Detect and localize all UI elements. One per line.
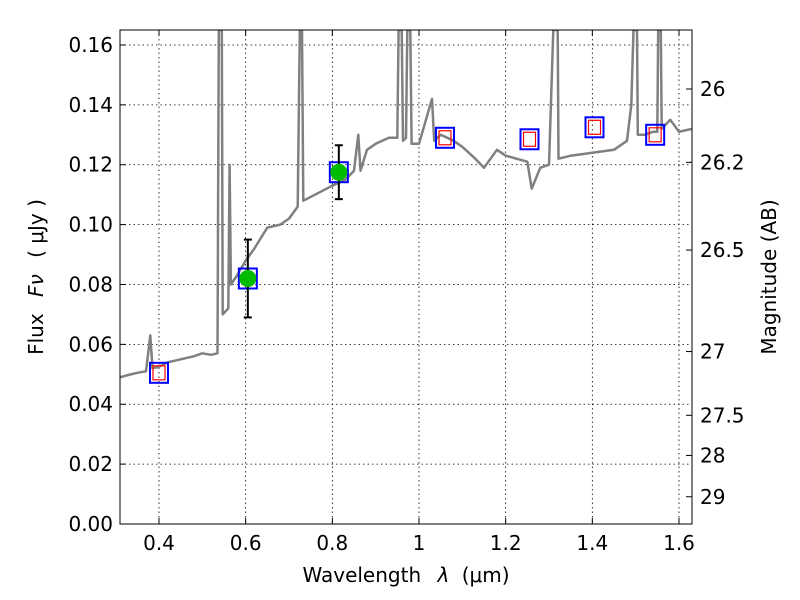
y-tick-label: 0.00	[68, 512, 113, 536]
upper-limit-square	[587, 119, 602, 135]
y-tick-label: 0.08	[68, 272, 113, 296]
y-tick-label: 0.16	[68, 33, 113, 57]
y2-tick-label: 27.5	[700, 403, 745, 427]
upper-limit-square	[522, 131, 537, 147]
y-axis-label: Flux	[24, 313, 48, 355]
model-band-square	[519, 128, 540, 151]
y-axis-right: 26 26.2 26.5 27 27.5 28 29	[686, 77, 745, 509]
y2-tick-label: 26.2	[700, 150, 745, 174]
x-tick-label: 1.6	[663, 531, 695, 555]
model-band-square	[435, 126, 455, 149]
x-tick-label: 1.4	[576, 531, 608, 555]
y-axis-label-units: ( μJy )	[24, 199, 48, 258]
model-band-square	[645, 123, 666, 146]
upper-limit-square	[438, 130, 452, 146]
x-axis-label: Wavelength	[302, 563, 421, 587]
x-tick-label: 0.8	[316, 531, 348, 555]
y-axis-title: Flux Fν ( μJy )	[24, 199, 48, 355]
model-band-square	[149, 361, 169, 384]
observed-flux-point	[330, 163, 348, 181]
x-axis-title: Wavelength λ (μm)	[302, 563, 509, 587]
y2-tick-label: 26.5	[700, 238, 745, 262]
x-axis-label-symbol: λ	[437, 563, 450, 587]
plot-area	[120, 30, 692, 384]
y-axis-label-symbol: Fν	[24, 274, 48, 297]
y2-axis-title: Magnitude (AB)	[757, 199, 781, 354]
x-axis: 0.4 0.6 0.8 1 1.2 1.4 1.6	[143, 30, 695, 555]
y-tick-label: 0.06	[68, 332, 113, 356]
y-tick-label: 0.10	[68, 213, 113, 237]
y2-tick-label: 28	[700, 443, 725, 467]
y-tick-label: 0.02	[68, 452, 113, 476]
y-tick-label: 0.04	[68, 392, 113, 416]
model-band-square	[584, 116, 605, 139]
y-axis-left: 0.00 0.02 0.04 0.06 0.08 0.10 0.12 0.14 0.16	[68, 33, 126, 536]
y-tick-label: 0.14	[68, 93, 113, 117]
y-tick-label: 0.12	[68, 153, 113, 177]
upper-limit-square	[152, 365, 166, 381]
y2-tick-label: 26	[700, 77, 725, 101]
x-tick-label: 1	[413, 531, 426, 555]
observed-flux-point	[239, 269, 257, 287]
x-tick-label: 1.2	[490, 531, 522, 555]
y2-tick-label: 29	[700, 485, 725, 509]
x-axis-label-units: (μm)	[462, 563, 510, 587]
plot-frame	[119, 29, 693, 525]
upper-limit-square	[648, 127, 662, 143]
spectrum-line	[120, 30, 692, 379]
y2-tick-label: 27	[700, 340, 725, 364]
x-tick-label: 0.4	[143, 531, 175, 555]
x-tick-label: 0.6	[230, 531, 262, 555]
